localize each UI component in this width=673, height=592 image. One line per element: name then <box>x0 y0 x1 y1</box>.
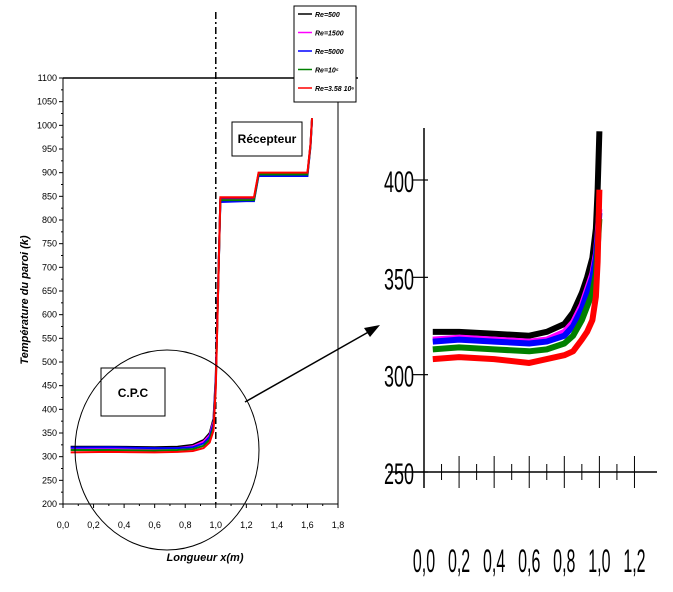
inset-x-tick-label: 1,2 <box>623 544 645 579</box>
inset-chart: 250 300 350 400 0,0 0,2 0,4 0,6 0,8 1,0 1,2 <box>384 128 657 580</box>
main-ticks: 200 250 300 350 400 450 500 550 600 650 700 750 800 8… <box>37 73 344 530</box>
y-tick-label: 700 <box>42 262 57 272</box>
series-line-5 <box>70 118 314 454</box>
legend-label-4: Re=10⁵ <box>315 68 339 75</box>
y-tick-label: 300 <box>42 452 57 462</box>
legend-label-3: Re=5000 <box>315 49 344 56</box>
inset-y-tick-label: 400 <box>384 167 414 200</box>
x-tick-label: 0,2 <box>87 520 100 530</box>
inset-series-line-1 <box>432 131 603 339</box>
x-tick-label: 0,0 <box>57 520 70 530</box>
x-tick-label: 0,8 <box>179 520 192 530</box>
inset-x-tick-label: 0,2 <box>448 544 470 579</box>
x-tick-label: 1,6 <box>301 520 314 530</box>
y-tick-label: 600 <box>42 310 57 320</box>
main-chart: 200 250 300 350 400 450 500 550 600 650 700 750 800 8… <box>19 5 358 564</box>
inset-x-tick-label: 0,8 <box>553 544 575 579</box>
x-tick-label: 1,4 <box>271 520 284 530</box>
inset-x-tick-label: 1,0 <box>588 544 610 579</box>
main-lines <box>70 118 314 454</box>
y-tick-label: 250 <box>42 475 57 485</box>
x-tick-label: 1,8 <box>332 520 345 530</box>
inset-y-tick-label: 250 <box>384 459 414 492</box>
x-tick-label: 0,6 <box>148 520 161 530</box>
cpc-zoom-circle <box>74 349 260 551</box>
inset-y-tick-label: 350 <box>384 264 414 297</box>
y-tick-label: 550 <box>42 333 57 343</box>
y-tick-label: 400 <box>42 404 57 414</box>
x-tick-label: 0,4 <box>118 520 131 530</box>
y-tick-label: 750 <box>42 239 57 249</box>
y-tick-label: 500 <box>42 357 57 367</box>
legend-label-1: Re=500 <box>315 12 340 19</box>
y-tick-label: 1100 <box>38 73 57 83</box>
inset-series-line-3 <box>432 212 603 347</box>
y-tick-label: 1000 <box>37 120 57 130</box>
inset-y-tick-label: 300 <box>384 361 414 394</box>
y-tick-label: 650 <box>42 286 57 296</box>
y-tick-label: 1050 <box>37 97 57 107</box>
y-tick-label: 850 <box>42 191 57 201</box>
y-tick-label: 900 <box>42 168 57 178</box>
x-axis-label: Longueur x(m) <box>167 552 244 564</box>
inset-ticks: 250 300 350 400 0,0 0,2 0,4 0,6 0,8 1,0 1,2 <box>384 167 646 580</box>
y-tick-label: 350 <box>42 428 57 438</box>
y-tick-label: 800 <box>42 215 57 225</box>
inset-axes <box>388 128 657 488</box>
zoom-arrow <box>244 329 373 403</box>
legend-label-2: Re=1500 <box>315 31 344 38</box>
inset-x-tick-label: 0,4 <box>483 544 505 579</box>
inset-lines <box>432 131 603 366</box>
svg-text:Récepteur: Récepteur <box>238 132 297 146</box>
x-tick-label: 1,0 <box>210 520 223 530</box>
recepteur-annotation: Récepteur <box>231 121 303 157</box>
y-axis-label: Température du paroi (k) <box>19 235 31 365</box>
cpc-annotation: C.P.C <box>100 367 166 417</box>
inset-series-line-5 <box>432 189 603 366</box>
svg-text:C.P.C: C.P.C <box>118 386 149 400</box>
y-tick-label: 450 <box>42 381 57 391</box>
zoom-arrowhead <box>364 325 380 337</box>
inset-x-tick-label: 0,6 <box>518 544 540 579</box>
legend-box <box>293 5 357 103</box>
y-tick-label: 200 <box>42 499 57 509</box>
y-tick-label: 950 <box>42 144 57 154</box>
legend: Re=500 Re=1500 Re=5000 Re=10⁵ Re=3.58 10⁶ <box>293 5 357 103</box>
legend-label-5: Re=3.58 10⁶ <box>315 86 354 93</box>
x-tick-label: 1,2 <box>240 520 253 530</box>
inset-x-tick-label: 0,0 <box>413 544 435 579</box>
